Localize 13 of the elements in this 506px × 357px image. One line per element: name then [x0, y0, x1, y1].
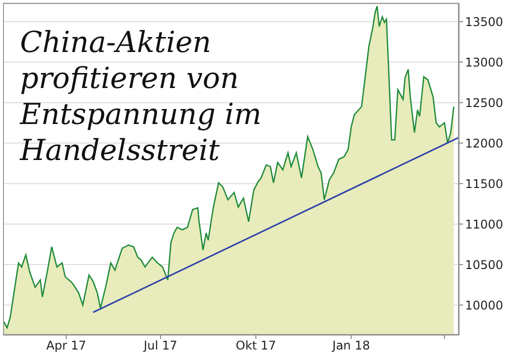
y-tick-label: 10000 [465, 298, 504, 312]
y-tick-label: 12500 [465, 96, 504, 110]
y-tick-label: 11000 [465, 217, 504, 232]
x-tick-label: Jan 18 [331, 338, 370, 353]
y-tick-label: 13500 [465, 14, 504, 29]
y-tick-label: 12000 [465, 136, 504, 150]
x-tick-label: Apr 17 [46, 338, 86, 353]
y-tick-label: 10500 [465, 258, 504, 272]
x-tick-label: Jul 17 [142, 338, 178, 353]
y-tick-label: 11500 [465, 176, 504, 191]
y-tick-label: 13000 [465, 55, 504, 70]
x-tick-label: Okt 17 [236, 338, 276, 353]
text: China-Aktien profitieren von Entspannung im Handelsstreit [20, 24, 263, 168]
